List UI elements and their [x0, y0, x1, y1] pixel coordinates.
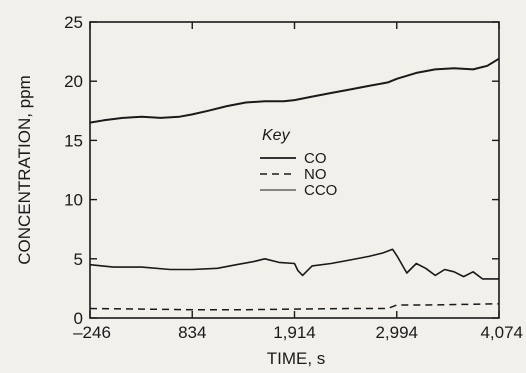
x-tick-label: –246 — [73, 323, 111, 342]
y-tick-label: 0 — [74, 309, 83, 328]
y-tick-label: 25 — [64, 13, 83, 32]
legend-label-co: CO — [304, 150, 327, 167]
series-line-co — [89, 57, 500, 124]
x-axis: –246 834 1,914 2,994 4,074 — [73, 22, 523, 342]
y-tick-label: 15 — [64, 131, 83, 150]
x-axis-title: TIME, s — [267, 349, 326, 368]
y-tick-label: 20 — [64, 72, 83, 91]
x-tick-label: 1,914 — [273, 323, 316, 342]
series-layer — [89, 57, 500, 311]
x-tick-label: 834 — [178, 323, 206, 342]
series-line-cco — [89, 248, 499, 280]
y-tick-label: 5 — [74, 250, 83, 269]
legend-label-no: NO — [304, 166, 327, 183]
legend-title: Key — [262, 127, 291, 144]
y-tick-label: 10 — [64, 191, 83, 210]
x-tick-label: 2,994 — [375, 323, 418, 342]
legend-label-cco: CCO — [304, 182, 337, 199]
legend: Key CO NO CCO — [260, 127, 337, 199]
y-axis-title: CONCENTRATION, ppm — [15, 75, 34, 265]
y-axis: 0 5 10 15 20 25 — [64, 13, 499, 328]
series-line-no — [89, 303, 500, 311]
x-tick-label: 4,074 — [480, 323, 523, 342]
